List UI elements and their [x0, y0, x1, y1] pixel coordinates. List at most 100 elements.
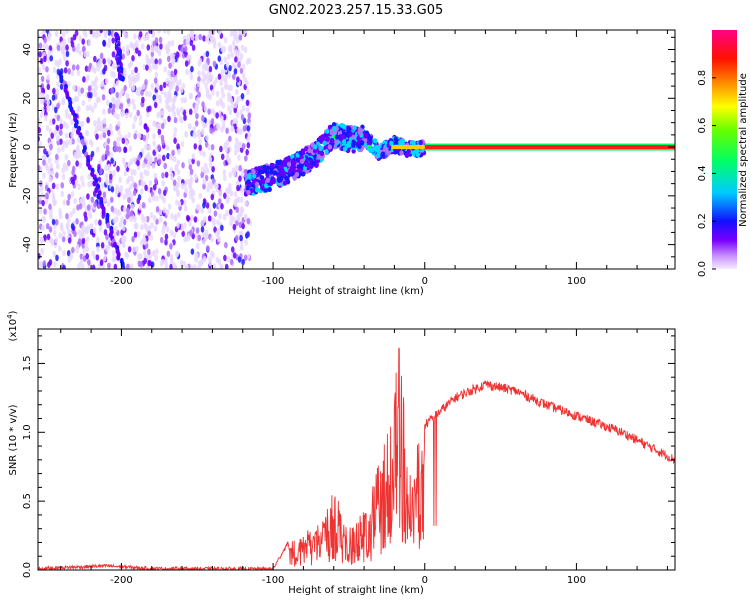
noise-point: [63, 67, 68, 74]
noise-point: [146, 111, 150, 118]
noise-point: [40, 247, 44, 255]
noise-point: [217, 30, 222, 36]
noise-point: [99, 168, 103, 175]
noise-point: [121, 238, 126, 245]
noise-point: [239, 234, 243, 242]
noise-point: [140, 180, 145, 187]
noise-point: [231, 62, 236, 69]
colorbar-tick-label: 0.8: [697, 70, 708, 86]
noise-point: [95, 96, 100, 104]
noise-point: [183, 114, 187, 121]
noise-point: [96, 236, 100, 244]
noise-point: [211, 89, 215, 96]
noise-point: [133, 169, 137, 176]
noise-point: [132, 103, 137, 111]
colorbar: 0.0 0.2 0.4 0.6 0.8 Normalized spectral ampl…: [697, 30, 749, 277]
noise-point: [168, 154, 173, 161]
noise-point: [127, 196, 131, 204]
noise-point: [123, 170, 128, 177]
noise-point: [125, 92, 130, 100]
noise-point: [125, 49, 130, 57]
noise-point: [144, 78, 148, 86]
noise-point: [202, 121, 206, 129]
noise-point: [161, 180, 165, 187]
noise-point: [99, 52, 104, 60]
noise-point: [80, 262, 85, 269]
noise-point: [138, 204, 143, 211]
ridge-point: [263, 183, 269, 189]
noise-point: [225, 61, 230, 69]
noise-point: [188, 108, 193, 115]
noise-point: [114, 145, 119, 153]
noise-point: [235, 37, 240, 44]
noise-point: [203, 256, 207, 263]
noise-point: [150, 222, 154, 229]
noise-point: [42, 260, 47, 267]
noise-point: [48, 45, 53, 52]
noise-point: [152, 215, 157, 222]
noise-point: [110, 87, 115, 94]
noise-point: [133, 223, 138, 230]
noise-point: [212, 217, 216, 224]
noise-point: [172, 111, 177, 118]
noise-point: [234, 88, 239, 96]
noise-point: [67, 256, 72, 263]
noise-point: [223, 56, 228, 63]
noise-point: [193, 143, 198, 150]
noise-point: [38, 164, 41, 172]
noise-point: [171, 81, 175, 88]
noise-point: [238, 165, 242, 172]
noise-point: [62, 30, 66, 38]
noise-point: [102, 191, 107, 198]
noise-point: [229, 84, 233, 92]
noise-point: [81, 38, 86, 45]
snr-frame: [37, 328, 676, 571]
noise-point: [246, 231, 250, 238]
noise-point: [164, 171, 169, 178]
noise-point: [41, 87, 45, 94]
noise-point: [85, 236, 90, 243]
noise-point: [110, 186, 115, 193]
noise-point: [232, 73, 236, 80]
noise-point: [233, 190, 238, 198]
noise-point: [182, 261, 186, 268]
noise-point: [210, 107, 215, 115]
figure-title: GN02.2023.257.15.33.G05: [269, 3, 444, 18]
noise-point: [185, 39, 190, 46]
noise-point: [210, 250, 214, 258]
noise-point: [77, 238, 82, 245]
noise-point: [129, 209, 134, 217]
noise-point: [158, 97, 162, 104]
noise-point: [154, 58, 158, 65]
noise-point: [67, 68, 71, 75]
noise-point: [220, 203, 224, 210]
ridge-point: [263, 187, 268, 193]
noise-point: [215, 183, 219, 190]
noise-point: [243, 254, 248, 261]
noise-point: [230, 125, 235, 132]
noise-point: [225, 210, 229, 217]
noise-point: [233, 199, 238, 206]
noise-point: [190, 30, 194, 37]
noise-point: [183, 236, 187, 243]
ridge-point: [342, 146, 348, 152]
noise-point: [96, 65, 100, 72]
noise-point: [56, 44, 61, 52]
noise-point: [196, 80, 201, 88]
noise-point: [176, 168, 181, 176]
noise-point: [158, 58, 162, 65]
noise-point: [169, 243, 173, 250]
x-tick-label: 100: [567, 276, 586, 287]
streak-point: [116, 254, 121, 261]
noise-point: [101, 94, 106, 101]
noise-point: [87, 85, 92, 92]
noise-point: [38, 33, 41, 40]
ridge-point: [260, 185, 265, 191]
colorbar-tick-label: 0.0: [697, 261, 708, 277]
noise-point: [189, 168, 194, 175]
noise-point: [41, 216, 45, 223]
noise-point: [70, 131, 75, 139]
noise-point: [229, 190, 234, 197]
noise-point: [157, 144, 161, 151]
noise-point: [46, 74, 50, 81]
